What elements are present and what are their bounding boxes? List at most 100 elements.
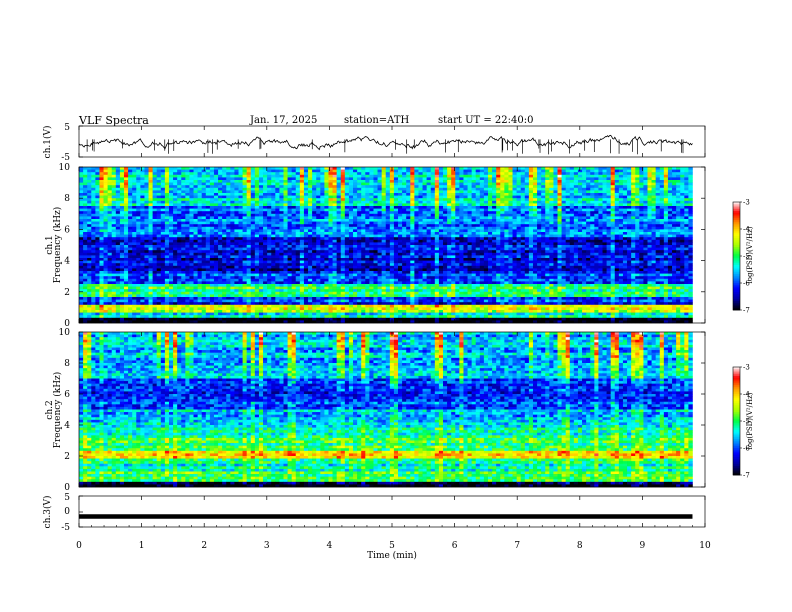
spectrogram-cell	[643, 250, 648, 254]
spectrogram-cell	[181, 172, 186, 176]
spectrogram-cell	[213, 200, 219, 204]
spectrogram-cell	[369, 208, 374, 212]
spectrogram-cell	[324, 208, 329, 212]
spectrogram-cell	[87, 232, 92, 235]
spectrogram-cell	[667, 247, 673, 251]
spectrogram-cell	[639, 195, 644, 199]
spectrogram-cell	[385, 213, 391, 217]
spectrogram-cell	[181, 237, 186, 241]
spectrogram-cell	[684, 167, 689, 170]
spectrogram-cell	[234, 232, 239, 235]
spectrogram-cell	[181, 200, 186, 204]
spectrogram-cell	[463, 182, 468, 186]
spectrogram-cell	[467, 234, 472, 238]
spectrogram-cell	[103, 224, 108, 228]
spectrogram-cell	[455, 182, 460, 186]
spectrogram-cell	[377, 211, 382, 215]
spectrogram-cell	[414, 187, 419, 191]
spectrogram-cell	[610, 187, 616, 191]
spectrogram-cell	[357, 198, 362, 202]
spectrogram-cell	[639, 182, 644, 186]
spectrogram-cell	[557, 234, 562, 238]
spectrogram-cell	[218, 190, 223, 194]
spectrogram-cell	[340, 172, 346, 176]
spectrogram-cell	[618, 245, 624, 248]
spectrogram-cell	[193, 185, 198, 189]
spectrogram-cell	[561, 187, 566, 191]
spectrogram-cell	[275, 193, 280, 196]
spectrogram-cell	[181, 247, 186, 251]
spectrogram-cell	[324, 187, 329, 191]
spectrogram-cell	[496, 208, 501, 212]
spectrogram-cell	[553, 198, 558, 202]
spectrogram-cell	[168, 200, 174, 204]
spectrogram-cell	[659, 203, 665, 207]
spectrogram-cell	[361, 237, 366, 241]
spectrogram-cell	[402, 234, 407, 238]
spectrogram-cell	[614, 208, 620, 212]
spectrogram-cell	[590, 213, 595, 217]
spectrogram-cell	[655, 174, 661, 178]
spectrogram-cell	[218, 185, 223, 189]
spectrogram-cell	[258, 237, 264, 241]
spectrogram-cell	[205, 224, 211, 228]
spectrogram-cell	[373, 239, 378, 243]
spectrogram-cell	[651, 185, 656, 189]
spectrogram-cell	[348, 224, 354, 228]
spectrogram-cell	[553, 234, 558, 238]
spectrogram-cell	[353, 187, 358, 191]
spectrogram-cell	[463, 232, 468, 235]
spectrogram-cell	[524, 247, 530, 251]
spectrogram-cell	[103, 245, 108, 248]
spectrogram-cell	[168, 167, 174, 170]
spectrogram-cell	[508, 182, 513, 186]
spectrogram-cell	[95, 174, 100, 178]
spectrogram-cell	[111, 237, 117, 241]
spectrogram-cell	[152, 221, 158, 225]
spectrogram-cell	[148, 216, 153, 220]
spectrogram-cell	[91, 216, 96, 220]
spectrogram-cell	[414, 211, 419, 215]
spectrogram-cell	[635, 237, 640, 241]
spectrogram-cell	[164, 216, 170, 220]
spectrogram-cell	[635, 242, 640, 246]
spectrogram-cell	[303, 224, 309, 228]
spectrogram-cell	[577, 182, 583, 186]
spectrogram-cell	[565, 172, 571, 176]
spectrogram-cell	[451, 219, 456, 222]
spectrogram-cell	[205, 198, 211, 202]
spectrogram-cell	[422, 172, 427, 176]
spectrogram-cell	[479, 193, 485, 196]
spectrogram-cell	[381, 208, 387, 212]
spectrogram-cell	[197, 200, 202, 204]
spectrogram-cell	[434, 239, 440, 243]
spectrogram-cell	[459, 242, 464, 246]
spectrogram-cell	[524, 200, 530, 204]
spectrogram-cell	[614, 167, 620, 170]
spectrogram-cell	[83, 232, 88, 235]
spectrogram-cell	[667, 234, 673, 238]
spectrogram-cell	[667, 226, 673, 230]
spectrogram-cell	[79, 224, 84, 228]
spectrogram-cell	[659, 219, 665, 222]
spectrogram-cell	[393, 193, 399, 196]
spectrogram-cell	[193, 182, 198, 186]
spectrogram-cell	[189, 203, 194, 207]
spectrogram-cell	[393, 219, 399, 222]
spectrogram-cell	[639, 180, 644, 183]
spectrogram-cell	[238, 224, 243, 228]
spectrogram-cell	[618, 174, 624, 178]
spectrogram-cell	[144, 229, 149, 233]
spectrogram-cell	[475, 206, 481, 209]
spectrogram-cell	[565, 193, 571, 196]
spectrogram-cell	[189, 200, 194, 204]
spectrogram-cell	[271, 242, 276, 246]
spectrogram-cell	[144, 177, 149, 181]
spectrogram-cell	[242, 226, 247, 230]
spectrogram-cell	[483, 174, 489, 178]
spectrogram-cell	[516, 206, 522, 209]
spectrogram-cell	[242, 190, 247, 194]
spectrogram-cell	[299, 216, 305, 220]
spectrogram-cell	[443, 216, 448, 220]
spectrogram-cell	[508, 213, 513, 217]
